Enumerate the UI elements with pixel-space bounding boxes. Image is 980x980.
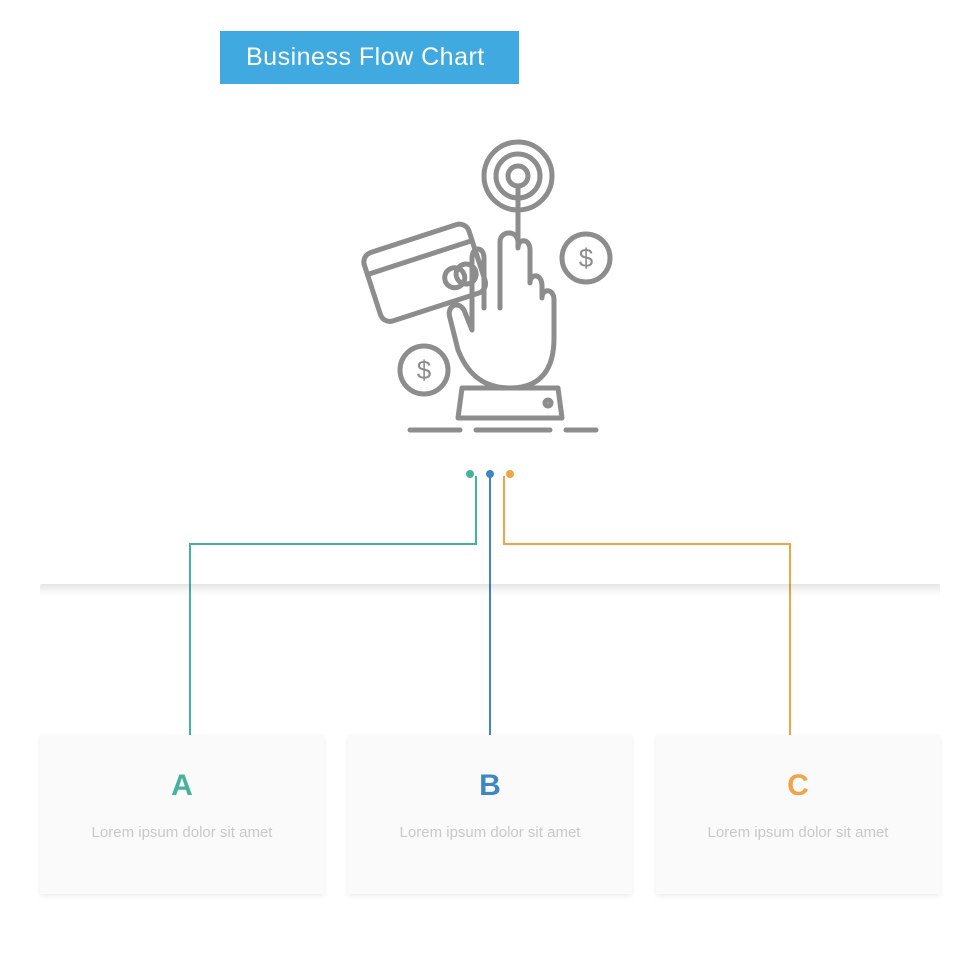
infographic-canvas: Business Flow Chart	[0, 0, 980, 980]
card-c-text: Lorem ipsum dolor sit amet	[698, 821, 898, 844]
card-a: A Lorem ipsum dolor sit amet	[40, 735, 324, 894]
connector-dots	[466, 470, 514, 478]
card-c: C Lorem ipsum dolor sit amet	[656, 735, 940, 894]
card-c-letter: C	[680, 769, 916, 803]
title-text: Business Flow Chart	[246, 43, 485, 72]
hero-payment-icon: $ $	[350, 138, 630, 438]
dot-c	[506, 470, 514, 478]
cards-row: A Lorem ipsum dolor sit amet B Lorem ips…	[40, 735, 940, 894]
card-b-letter: B	[372, 769, 608, 803]
connector-a	[190, 476, 476, 735]
dot-b	[486, 470, 494, 478]
card-b-text: Lorem ipsum dolor sit amet	[390, 821, 590, 844]
horizontal-separator	[40, 584, 940, 598]
title-bar: Business Flow Chart	[220, 31, 519, 84]
svg-text:$: $	[417, 355, 432, 385]
hero-svg-group: $ $	[361, 142, 610, 430]
card-b: B Lorem ipsum dolor sit amet	[348, 735, 632, 894]
card-a-text: Lorem ipsum dolor sit amet	[82, 821, 282, 844]
connector-c	[504, 476, 790, 735]
dot-a	[466, 470, 474, 478]
card-a-letter: A	[64, 769, 300, 803]
svg-text:$: $	[579, 243, 594, 273]
